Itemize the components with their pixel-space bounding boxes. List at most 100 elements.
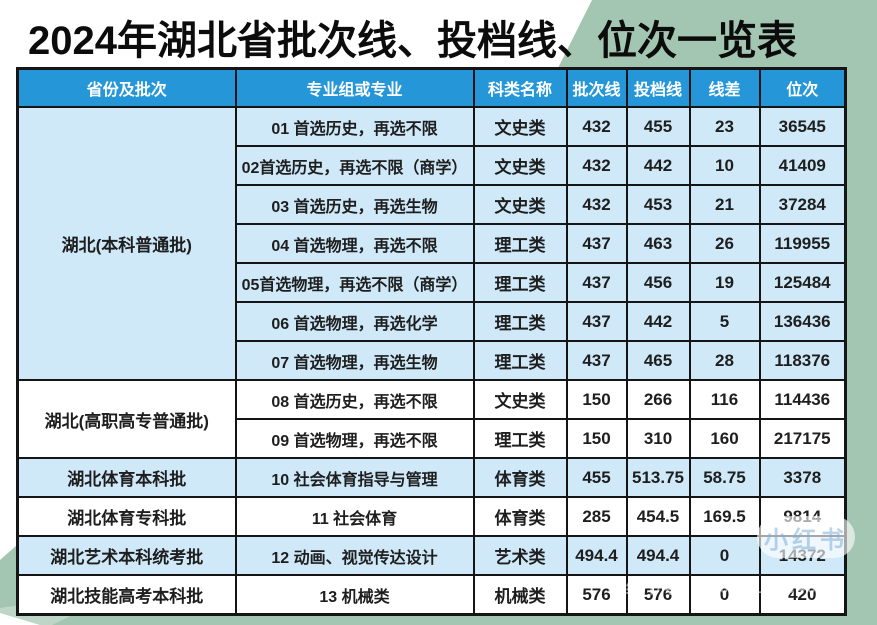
data-cell: 432 [565, 106, 628, 147]
data-cell: 06 首选物理，再选化学 [234, 301, 475, 342]
data-cell: 23 [688, 106, 761, 147]
data-cell: 文史类 [472, 145, 568, 186]
data-cell: 465 [625, 340, 691, 381]
watermark-footer: 小红书号：95014161640 [608, 580, 818, 597]
data-cell: 217175 [758, 418, 847, 459]
data-cell: 576 [625, 574, 691, 616]
data-cell: 28 [688, 340, 761, 381]
data-cell: 10 [688, 145, 761, 186]
data-cell: 455 [565, 457, 628, 498]
data-cell: 266 [625, 379, 691, 420]
watermark-badge-label: 小红书 [764, 526, 848, 554]
data-cell: 576 [565, 574, 628, 616]
data-cell: 114436 [758, 379, 847, 420]
header-cell: 科类名称 [472, 67, 568, 108]
group-cell: 湖北(本科普通批) [16, 106, 237, 381]
data-cell: 02首选历史，再选不限（商学） [234, 145, 475, 186]
data-cell: 09 首选物理，再选不限 [234, 418, 475, 459]
data-cell: 理工类 [472, 418, 568, 459]
data-cell: 160 [688, 418, 761, 459]
data-cell: 3378 [758, 457, 847, 498]
data-cell: 432 [565, 145, 628, 186]
data-cell: 5 [688, 301, 761, 342]
data-cell: 理工类 [472, 301, 568, 342]
page-title: 2024年湖北省批次线、投档线、位次一览表 [28, 19, 797, 63]
data-cell: 494.4 [625, 535, 691, 576]
table-row: 05首选物理，再选不限（商学） 理工类 437 456 19 125484 [18, 262, 847, 303]
data-cell: 01 首选历史，再选不限 [234, 106, 475, 147]
data-cell: 11 社会体育 [234, 496, 475, 537]
header-cell: 投档线 [625, 67, 691, 108]
data-cell: 456 [625, 262, 691, 303]
table-row: 07 首选物理，再选生物 理工类 437 465 28 118376 [18, 340, 847, 381]
data-cell: 艺术类 [472, 535, 568, 576]
table-row: 04 首选物理，再选不限 理工类 437 463 26 119955 [18, 223, 847, 264]
table-row: 湖北(高职高专普通批) 08 首选历史，再选不限 文史类 150 266 116 11443… [16, 379, 847, 459]
data-cell: 0 [688, 574, 761, 616]
header-cell: 线差 [688, 67, 761, 108]
data-cell: 04 首选物理，再选不限 [234, 223, 475, 264]
data-cell: 理工类 [472, 262, 568, 303]
data-cell: 513.75 [625, 457, 691, 498]
data-cell: 420 [758, 574, 847, 616]
data-cell: 494.4 [565, 535, 628, 576]
data-cell: 437 [565, 301, 628, 342]
score-table: 省份及批次 专业组或专业 科类名称 批次线 投档线 线差 位次 湖北(本科普通批) 01 首选… [16, 67, 847, 616]
data-cell: 26 [688, 223, 761, 264]
table-row: 03 首选历史，再选生物 文史类 432 453 21 37284 [18, 184, 847, 225]
group-cell: 湖北体育专科批 [16, 496, 237, 537]
data-cell: 437 [565, 340, 628, 381]
table-row: 湖北技能高考本科批 13 机械类 机械类 576 576 0 420 [16, 574, 847, 616]
data-cell: 455 [625, 106, 691, 147]
header-cell: 省份及批次 [16, 67, 237, 108]
data-cell: 125484 [758, 262, 847, 303]
data-cell: 13 机械类 [234, 574, 475, 616]
data-cell: 36545 [758, 106, 847, 147]
data-cell: 05首选物理，再选不限（商学） [234, 262, 475, 303]
data-cell: 116 [688, 379, 761, 420]
data-cell: 07 首选物理，再选生物 [234, 340, 475, 381]
data-cell: 169.5 [688, 496, 761, 537]
data-cell: 442 [625, 301, 691, 342]
data-cell: 432 [565, 184, 628, 225]
table-row: 06 首选物理，再选化学 理工类 437 442 5 136436 [18, 301, 847, 342]
table-row: 湖北体育本科批 10 社会体育指导与管理 体育类 455 513.75 58.75 3378 [16, 457, 847, 498]
data-cell: 437 [565, 223, 628, 264]
group-cell: 湖北体育本科批 [16, 457, 237, 498]
group-cell: 湖北艺术本科统考批 [16, 535, 237, 576]
data-cell: 453 [625, 184, 691, 225]
data-cell: 118376 [758, 340, 847, 381]
data-cell: 310 [625, 418, 691, 459]
data-cell: 理工类 [472, 223, 568, 264]
data-cell: 文史类 [472, 379, 568, 420]
data-cell: 150 [565, 418, 628, 459]
header-cell: 位次 [758, 67, 847, 108]
data-cell: 442 [625, 145, 691, 186]
data-cell: 21 [688, 184, 761, 225]
data-cell: 463 [625, 223, 691, 264]
data-cell: 08 首选历史，再选不限 [234, 379, 475, 420]
header-cell: 专业组或专业 [234, 67, 475, 108]
data-cell: 454.5 [625, 496, 691, 537]
table-row: 湖北(本科普通批) 01 首选历史，再选不限 文史类 432 455 23 36545 [16, 106, 847, 381]
group-cell: 湖北技能高考本科批 [16, 574, 237, 616]
data-cell: 41409 [758, 145, 847, 186]
data-cell: 机械类 [472, 574, 568, 616]
score-table-wrap: 省份及批次 专业组或专业 科类名称 批次线 投档线 线差 位次 湖北(本科普通批) 01 首选… [16, 67, 847, 616]
group-cell: 湖北(高职高专普通批) [16, 379, 237, 459]
data-cell: 58.75 [688, 457, 761, 498]
data-cell: 理工类 [472, 340, 568, 381]
data-cell: 03 首选历史，再选生物 [234, 184, 475, 225]
data-cell: 文史类 [472, 106, 568, 147]
table-row: 09 首选物理，再选不限 理工类 150 310 160 217175 [18, 418, 847, 459]
table-header-row: 省份及批次 专业组或专业 科类名称 批次线 投档线 线差 位次 [16, 67, 847, 108]
data-cell: 437 [565, 262, 628, 303]
data-cell: 37284 [758, 184, 847, 225]
data-cell: 文史类 [472, 184, 568, 225]
data-cell: 136436 [758, 301, 847, 342]
data-cell: 12 动画、视觉传达设计 [234, 535, 475, 576]
data-cell: 0 [688, 535, 761, 576]
data-cell: 19 [688, 262, 761, 303]
data-cell: 10 社会体育指导与管理 [234, 457, 475, 498]
